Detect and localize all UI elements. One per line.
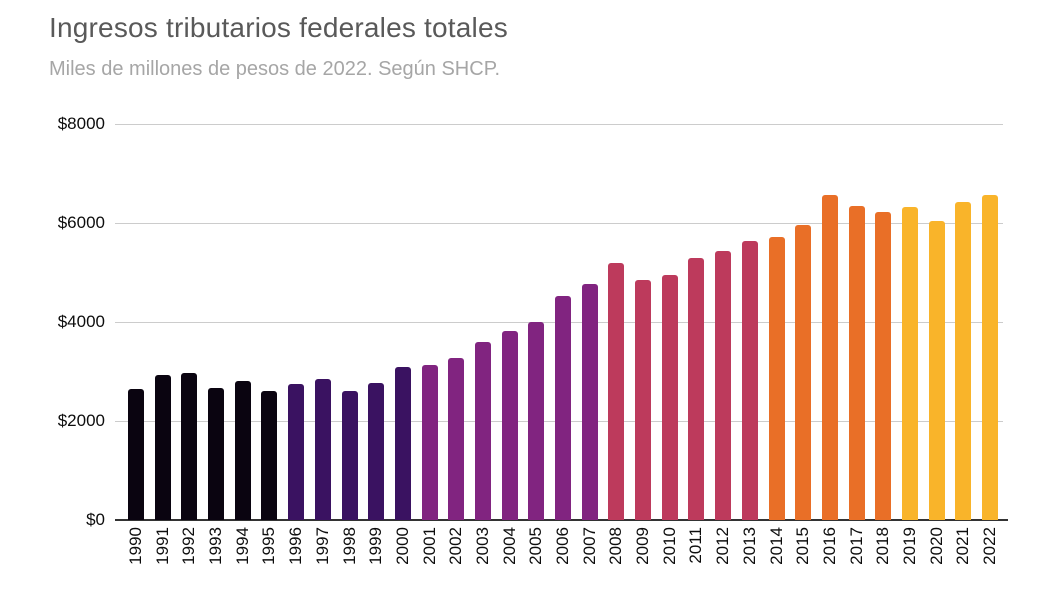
x-tick-label-2006: 2006 (553, 527, 573, 565)
bar-2011 (688, 258, 705, 520)
bar-2016 (821, 195, 838, 520)
x-tick-label-1993: 1993 (206, 527, 226, 565)
bar-2007 (581, 284, 598, 520)
y-tick-label-6000: $6000 (57, 213, 105, 232)
bar-2006 (555, 296, 572, 520)
x-tick-label-1991: 1991 (152, 527, 172, 565)
y-tick-label-8000: $8000 (57, 114, 105, 133)
grid-line-8000 (115, 123, 1003, 125)
bar-1997 (314, 378, 331, 520)
bar-1990 (128, 389, 144, 520)
x-tick-label-2001: 2001 (419, 527, 439, 565)
bar-2014 (768, 236, 785, 520)
x-tick-label-2010: 2010 (659, 527, 679, 565)
bar-2003 (474, 341, 491, 520)
x-tick-label-1994: 1994 (232, 527, 252, 565)
grid-line-6000 (115, 222, 1003, 224)
x-tick-label-2004: 2004 (499, 527, 519, 565)
bar-1991 (154, 374, 171, 520)
x-tick-label-1998: 1998 (339, 527, 359, 565)
x-tick-label-2021: 2021 (953, 527, 973, 565)
x-axis-line (115, 519, 1008, 521)
x-tick-label-2016: 2016 (819, 527, 839, 565)
bar-1999 (368, 383, 385, 520)
bar-2019 (902, 206, 918, 520)
x-tick-label-2008: 2008 (606, 527, 626, 565)
x-tick-label-1996: 1996 (286, 527, 306, 565)
bar-1993 (208, 388, 225, 520)
bar-2002 (448, 358, 465, 520)
x-tick-label-1992: 1992 (179, 527, 199, 565)
bar-2000 (394, 366, 411, 520)
bar-2015 (795, 225, 812, 520)
x-tick-label-2012: 2012 (713, 527, 733, 565)
chart-title: Ingresos tributarios federales totales (49, 12, 508, 43)
y-tick-label-2000: $2000 (57, 411, 105, 430)
x-tick-label-2019: 2019 (900, 527, 919, 565)
x-tick-label-2005: 2005 (526, 527, 546, 565)
x-tick-label-2000: 2000 (392, 527, 412, 565)
bar-1996 (288, 384, 305, 520)
bar-2018 (875, 211, 892, 520)
bar-2005 (528, 321, 545, 520)
bar-1992 (181, 373, 198, 520)
x-tick-label-2011: 2011 (686, 527, 706, 564)
x-tick-label-1997: 1997 (312, 527, 332, 565)
bar-2022 (982, 195, 999, 520)
x-tick-label-2007: 2007 (579, 527, 599, 565)
bar-2020 (928, 220, 945, 520)
bar-2009 (635, 279, 652, 520)
bar-2017 (848, 205, 865, 520)
bar-2004 (501, 330, 518, 520)
bar-2008 (608, 262, 625, 520)
y-tick-label-0: $0 (86, 510, 105, 529)
bar-1995 (261, 390, 278, 520)
bar-1994 (234, 380, 251, 520)
bar-1998 (341, 391, 358, 520)
bar-2001 (421, 365, 438, 520)
x-tick-label-2022: 2022 (980, 527, 1000, 565)
x-tick-label-2017: 2017 (846, 527, 866, 565)
x-tick-label-2015: 2015 (793, 527, 813, 565)
x-tick-label-2014: 2014 (766, 527, 786, 565)
x-tick-label-2020: 2020 (926, 527, 946, 565)
x-tick-label-2002: 2002 (446, 527, 466, 565)
y-tick-label-4000: $4000 (57, 312, 105, 331)
bar-2013 (741, 241, 758, 520)
plot-area: $0 $2000 $4000 $6000 $8000 1990 1991 1992 1993 19… (58, 114, 1008, 565)
x-tick-label-1999: 1999 (366, 527, 386, 565)
bar-2010 (661, 274, 678, 520)
x-tick-label-1990: 1990 (126, 527, 145, 565)
x-tick-label-1995: 1995 (259, 527, 279, 565)
x-tick-label-2009: 2009 (633, 527, 653, 565)
bar-2012 (715, 250, 732, 520)
bar-2021 (955, 201, 972, 520)
chart-subtitle: Miles de millones de pesos de 2022. Segú… (49, 58, 501, 80)
x-tick-label-2018: 2018 (873, 527, 893, 565)
x-tick-label-2003: 2003 (472, 527, 492, 565)
x-tick-label-2013: 2013 (739, 527, 759, 565)
